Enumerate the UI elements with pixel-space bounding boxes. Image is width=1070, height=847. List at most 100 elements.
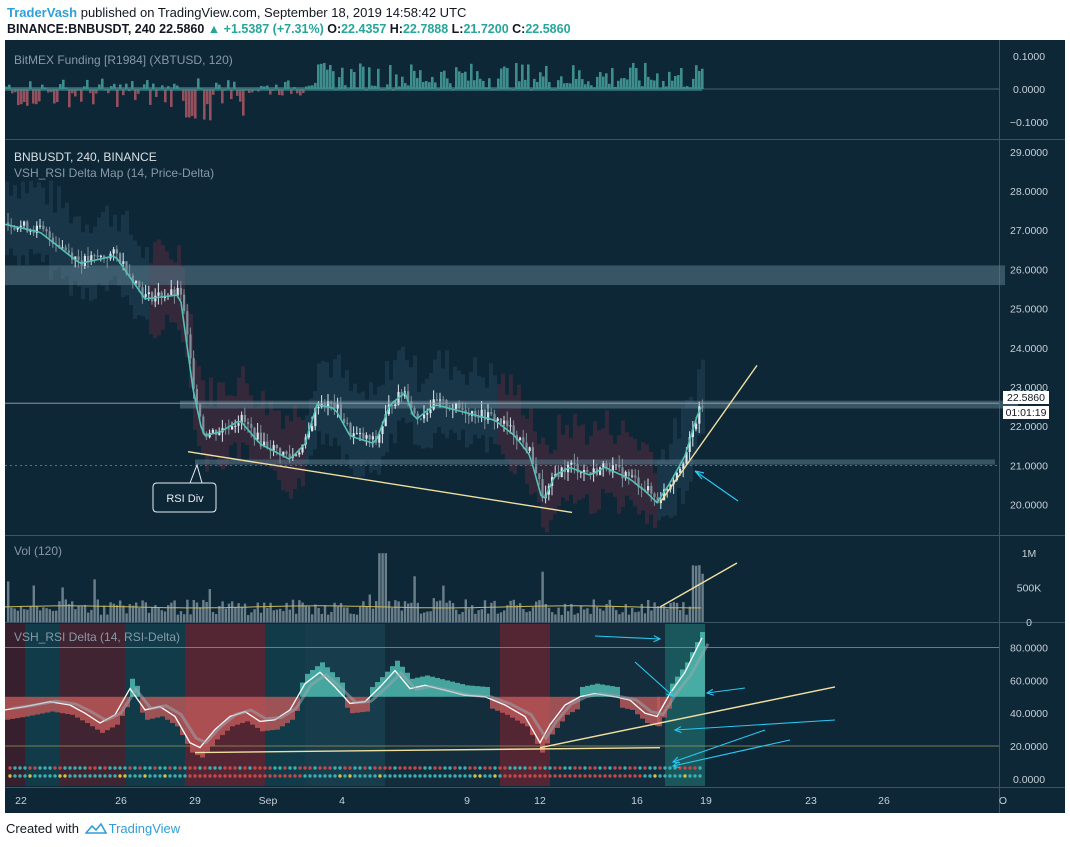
candle-body xyxy=(490,412,493,414)
candle-body xyxy=(170,289,173,296)
cloud-band xyxy=(333,359,337,438)
rsi-delta-bar xyxy=(695,642,700,697)
signal-dot xyxy=(188,774,192,778)
cloud-band xyxy=(113,214,117,276)
funding-bar xyxy=(671,80,674,89)
tradingview-brand[interactable]: TradingView xyxy=(108,821,181,836)
signal-dot xyxy=(473,766,477,770)
rsi-delta-bar xyxy=(590,684,595,697)
rsi-delta-bar xyxy=(220,696,225,736)
candle-body xyxy=(282,451,285,456)
last-price: 22.5860 xyxy=(159,22,205,36)
candle-body xyxy=(144,294,147,297)
price-title: BNBUSDT, 240, BINANCE xyxy=(14,150,157,164)
price-pane[interactable] xyxy=(4,180,1018,533)
candle-body xyxy=(691,429,694,438)
rsi-delta-bar xyxy=(50,696,55,712)
signal-dot xyxy=(443,774,447,778)
candle-body xyxy=(413,407,416,414)
funding-bar xyxy=(80,89,83,102)
signal-dot xyxy=(298,766,302,770)
volume-bar xyxy=(557,607,560,622)
signal-dot xyxy=(378,766,382,770)
volume-bar xyxy=(61,587,64,622)
funding-bar xyxy=(674,75,677,89)
rsi-delta-bar xyxy=(545,696,550,744)
candle-body xyxy=(381,426,384,435)
candle-body xyxy=(317,406,320,409)
last-price-axis-label: 22.5860 xyxy=(1007,392,1045,404)
funding-bar xyxy=(422,82,425,89)
funding-bar xyxy=(98,84,101,89)
cloud-band xyxy=(657,460,661,521)
cloud-band xyxy=(293,405,297,490)
rsi-delta-bar xyxy=(585,685,590,697)
candle-body xyxy=(439,399,442,401)
volume-bar xyxy=(663,605,666,622)
funding-bar xyxy=(560,76,563,89)
volume-bar xyxy=(362,601,365,622)
candle-body xyxy=(311,426,314,431)
volume-bar xyxy=(471,605,474,622)
volume-pane[interactable] xyxy=(4,553,738,622)
x-tick-label: 26 xyxy=(115,795,127,807)
candle-body xyxy=(330,401,333,404)
candle-body xyxy=(202,416,205,433)
y-tick-label: 26.0000 xyxy=(1010,264,1048,276)
funding-bar xyxy=(629,67,632,89)
signal-dot xyxy=(583,774,587,778)
price-change: +1.5387 (+7.31%) xyxy=(223,22,324,36)
signal-dot xyxy=(383,766,387,770)
cloud-band xyxy=(329,377,333,446)
volume-bar xyxy=(205,601,208,622)
candle-body xyxy=(624,471,627,479)
change-up-icon: ▲ xyxy=(207,22,221,36)
funding-bar xyxy=(338,77,341,89)
signal-dot xyxy=(358,774,362,778)
signal-dot xyxy=(593,766,597,770)
time-axis[interactable]: 22 26 29 Sep 4 9 12 16 19 23 26 O xyxy=(15,795,1007,807)
volume-bar xyxy=(215,614,218,622)
funding-bar xyxy=(431,76,434,89)
chart-canvas[interactable]: 0.1000 0.0000 −0.1000 29.0000 28.0000 27.0000… xyxy=(4,40,1065,813)
candle-body xyxy=(355,433,358,435)
cloud-band xyxy=(685,400,689,491)
candle-body xyxy=(573,462,576,465)
signal-dot xyxy=(543,766,547,770)
signal-dot xyxy=(518,774,522,778)
volume-bar xyxy=(93,579,96,622)
volume-bar xyxy=(439,600,442,622)
signal-dot xyxy=(653,766,657,770)
funding-bar xyxy=(395,74,398,89)
cloud-band xyxy=(453,366,457,433)
cloud-band xyxy=(229,395,233,446)
funding-pane[interactable] xyxy=(5,62,999,121)
volume-bar xyxy=(125,613,128,622)
signal-dot xyxy=(203,766,207,770)
candle-body xyxy=(263,441,266,447)
volume-bar xyxy=(455,609,458,622)
signal-dot xyxy=(438,766,442,770)
signal-dot xyxy=(348,774,352,778)
signal-dot xyxy=(153,766,157,770)
signal-dot xyxy=(563,766,567,770)
volume-bar xyxy=(631,607,634,622)
funding-bar xyxy=(626,79,629,89)
funding-bar xyxy=(692,78,695,89)
signal-dot xyxy=(73,766,77,770)
rsi-div-callout[interactable]: RSI Div xyxy=(152,463,217,513)
author-name[interactable]: TraderVash xyxy=(7,5,78,20)
rsi-delta-pane[interactable] xyxy=(4,624,999,786)
chart-svg[interactable]: 0.1000 0.0000 −0.1000 29.0000 28.0000 27.0000… xyxy=(4,40,1065,813)
candle-body xyxy=(333,403,336,409)
price-axis[interactable]: 0.1000 0.0000 −0.1000 29.0000 28.0000 27.0000… xyxy=(1010,51,1048,786)
funding-bar xyxy=(113,83,116,89)
funding-bar xyxy=(548,82,551,89)
signal-dot xyxy=(313,766,317,770)
signal-dot xyxy=(198,766,202,770)
rsi-delta-bar xyxy=(280,696,285,727)
funding-bar xyxy=(596,76,599,89)
volume-bar xyxy=(554,614,557,622)
cloud-band xyxy=(209,377,213,459)
rsi-delta-bar xyxy=(235,696,240,725)
